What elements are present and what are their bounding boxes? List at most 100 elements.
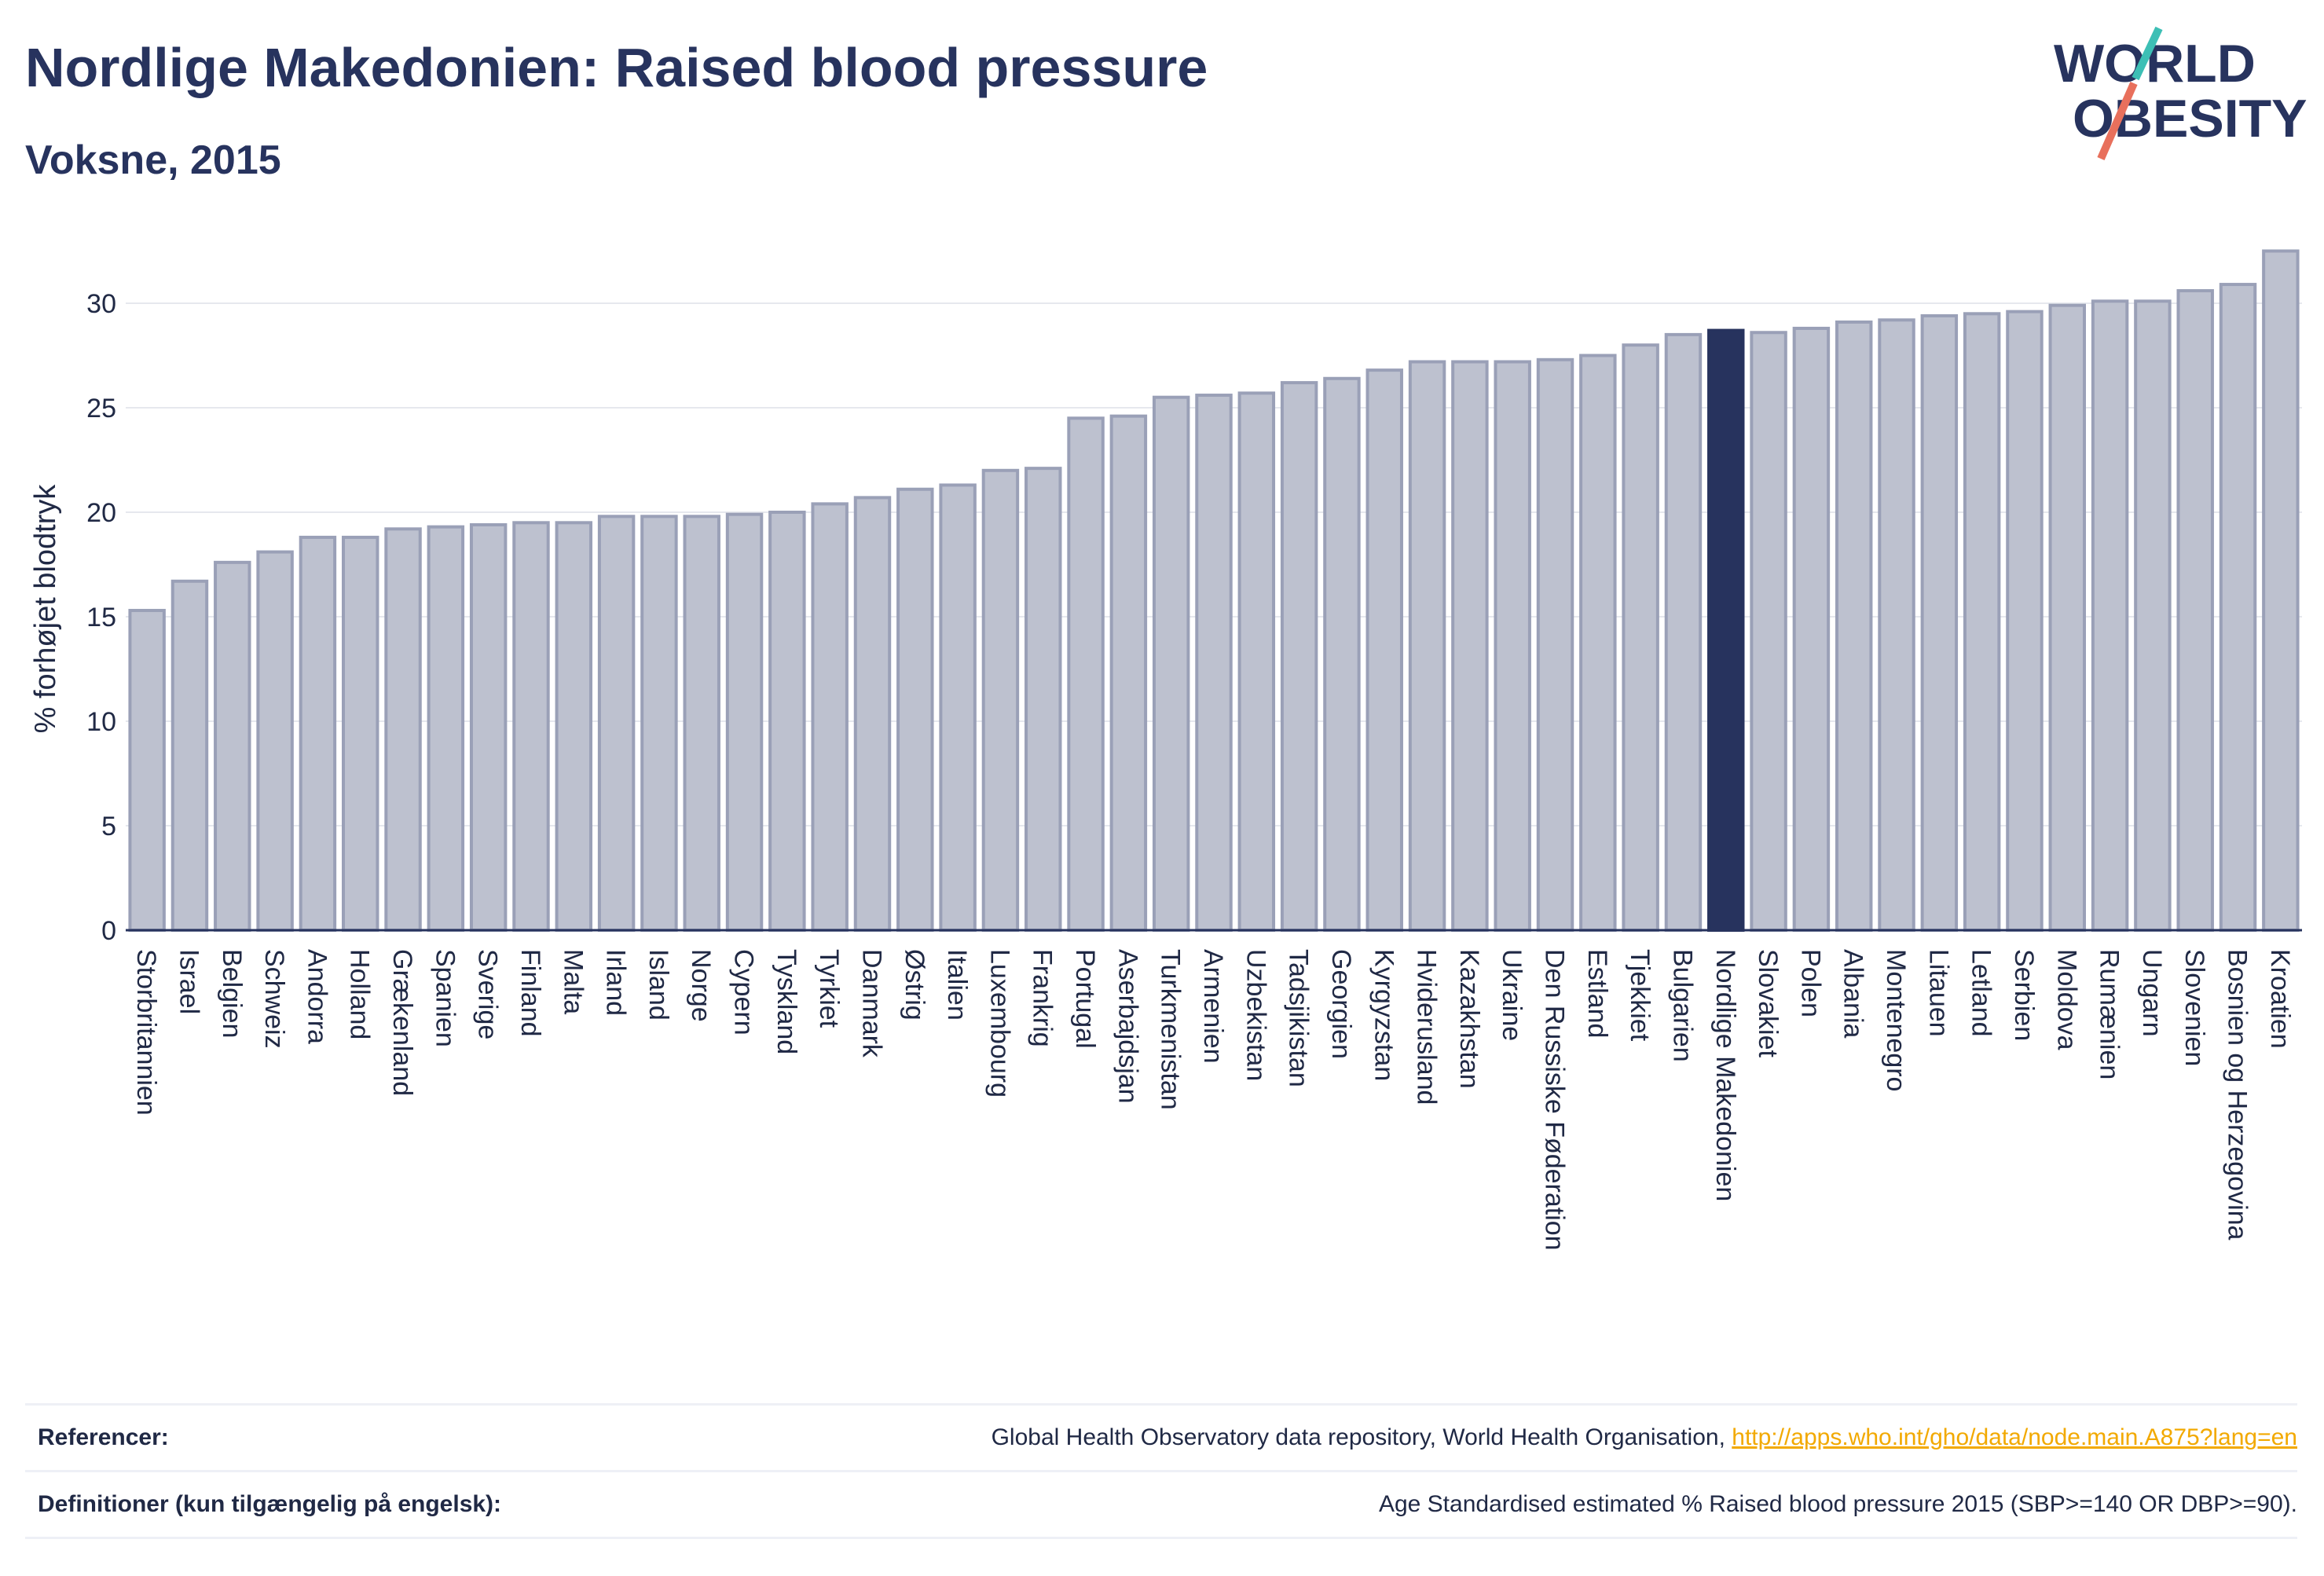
bar [1451, 360, 1489, 933]
x-tick-label: Norge [686, 949, 716, 1022]
bar [2176, 289, 2214, 933]
bar [427, 525, 465, 932]
references-table: Referencer: Global Health Observatory da… [25, 1403, 2297, 1539]
x-tick-label: Finland [515, 949, 545, 1037]
x-tick-label: Østrig [900, 949, 929, 1021]
x-tick-label: Litauen [1923, 949, 1953, 1037]
bar [2219, 283, 2257, 932]
x-tick-label: Bosnien og Herzegovina [2223, 949, 2253, 1241]
bar [1792, 326, 1831, 933]
bar [1195, 394, 1233, 933]
x-tick-label: Spanien [430, 949, 460, 1047]
bar [214, 560, 251, 933]
bar [2262, 249, 2300, 932]
bar [256, 550, 294, 932]
bar [853, 496, 892, 932]
x-tick-labels: Storbritannien Israel Belgien Schweiz Andorr… [131, 949, 2295, 1251]
bar [1408, 360, 1446, 933]
y-tick-label: 20 [86, 498, 116, 528]
y-axis-label: % forhøjet blodtryk [29, 484, 62, 734]
bars [128, 249, 2300, 933]
bar [384, 527, 422, 933]
x-tick-label: Kazakhstan [1454, 949, 1484, 1089]
bar [1152, 395, 1190, 932]
bar [2006, 310, 2044, 932]
bar [1835, 320, 1873, 932]
x-tick-label: Moldova [2051, 949, 2081, 1050]
x-tick-label: Kyrgyzstan [1369, 949, 1398, 1081]
bar [128, 609, 166, 933]
x-tick-label: Nordlige Makedonien [1710, 949, 1740, 1201]
bar [1664, 332, 1703, 932]
bar [555, 521, 593, 932]
chart-title: Nordlige Makedonien: Raised blood pressu… [25, 37, 1208, 98]
x-tick-label: Georgien [1326, 949, 1356, 1059]
bar [2048, 303, 2087, 933]
x-tick-label: Ungarn [2137, 949, 2167, 1037]
references-key: Referencer: [38, 1424, 169, 1450]
x-tick-label: Bulgarien [1667, 949, 1697, 1062]
x-tick-label: Grækenland [387, 949, 417, 1096]
bar [1067, 416, 1105, 932]
x-tick-label: Cypern [729, 949, 759, 1035]
x-tick-label: Luxembourg [984, 949, 1014, 1098]
x-tick-label: Armenien [1198, 949, 1228, 1064]
bar [1025, 467, 1062, 932]
x-tick-label: Andorra [302, 949, 332, 1044]
chart-subtitle: Voksne, 2015 [25, 137, 281, 183]
y-tick-label: 0 [101, 916, 116, 946]
x-tick-label: Estland [1582, 949, 1612, 1038]
definitions-value: Age Standardised estimated % Raised bloo… [1378, 1491, 2297, 1517]
bar-chart: 0 5 10 15 20 25 30 Storbritannien Israel Belgien… [29, 249, 2302, 1251]
x-tick-label: Island [643, 949, 673, 1021]
bar [981, 468, 1020, 932]
x-tick-label: Albania [1838, 949, 1868, 1039]
bar [1622, 343, 1659, 932]
x-tick-label: Portugal [1070, 949, 1100, 1049]
x-tick-label: Belgien [217, 949, 247, 1038]
bar [342, 535, 379, 932]
bar [1109, 414, 1148, 932]
references-link[interactable]: http://apps.who.int/gho/data/node.main.A… [1732, 1424, 2297, 1450]
x-tick-label: Slovenien [2179, 949, 2209, 1066]
x-tick-label: Montenegro [1881, 949, 1911, 1091]
x-tick-label: Hviderusland [1412, 949, 1442, 1105]
x-tick-label: Holland [345, 949, 375, 1039]
x-tick-label: Sverige [473, 949, 503, 1039]
x-tick-label: Ukraine [1497, 949, 1527, 1041]
y-tick-label: 5 [101, 812, 116, 841]
x-tick-label: Polen [1795, 949, 1825, 1017]
bar [1237, 391, 1276, 932]
x-tick-label: Frankrig [1028, 949, 1058, 1047]
x-tick-label: Danmark [856, 949, 886, 1058]
bar [299, 535, 337, 932]
x-tick-label: Malta [558, 949, 588, 1014]
x-tick-label: Serbien [2009, 949, 2039, 1041]
y-tick-label: 10 [86, 707, 116, 737]
x-tick-label: Italien [942, 949, 972, 1021]
bar [640, 515, 678, 932]
bar [469, 522, 508, 932]
x-tick-label: Letland [1967, 949, 1996, 1037]
bar [1920, 313, 1959, 932]
x-tick-label: Schweiz [259, 949, 289, 1049]
x-tick-label: Tyskland [772, 949, 801, 1054]
y-tick-label: 15 [86, 603, 116, 632]
bar-highlighted [1707, 328, 1745, 932]
x-tick-label: Den Russiske Føderation [1540, 949, 1570, 1251]
y-tick-label: 30 [86, 289, 116, 319]
bar [811, 502, 849, 932]
bar [170, 579, 209, 933]
x-tick-label: Tadsjikistan [1284, 949, 1314, 1087]
bar [725, 512, 764, 932]
references-text: Global Health Observatory data repositor… [991, 1424, 1732, 1450]
bar [2091, 299, 2129, 932]
x-tick-label: Irland [601, 949, 631, 1016]
bar [597, 515, 636, 932]
x-tick-label: Turkmenistan [1156, 949, 1186, 1110]
bar [1878, 318, 1915, 932]
bar [512, 521, 550, 932]
bar [1579, 354, 1617, 932]
bar [939, 483, 977, 932]
definitions-key: Definitioner (kun tilgængelig på engelsk… [38, 1491, 502, 1517]
